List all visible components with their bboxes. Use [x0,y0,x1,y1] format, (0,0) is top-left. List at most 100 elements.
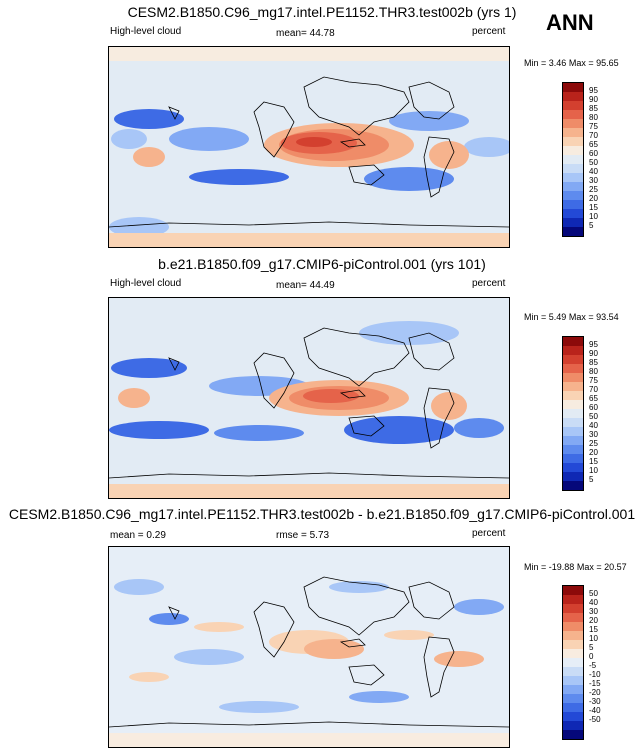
panel-2-variable: High-level cloud [110,278,182,289]
labelbar-tick-label: -30 [589,697,601,706]
labelbar-tick-label: 15 [589,625,598,634]
labelbar-swatch [563,373,583,382]
labelbar-tick-label: -20 [589,688,601,697]
labelbar-swatch [563,119,583,128]
labelbar-tick-label: 20 [589,448,598,457]
labelbar-swatch [563,454,583,463]
labelbar-swatch [563,631,583,640]
labelbar-tick-label: -40 [589,706,601,715]
panel-2-labelbar [562,336,584,491]
labelbar-swatch [563,182,583,191]
labelbar-tick-label: 50 [589,589,598,598]
panel-2-minmax: Min = 5.49 Max = 93.54 [524,312,619,322]
diff-positive-patch [304,639,364,659]
cloud-high-patch [118,388,150,408]
labelbar-tick-label: 70 [589,131,598,140]
labelbar-swatch [563,481,583,490]
labelbar-tick-label: 90 [589,95,598,104]
panel-1-mean: mean= 44.78 [276,28,335,39]
panel-1-map [108,46,510,248]
diff-positive-patch [384,630,434,640]
labelbar-swatch [563,110,583,119]
panel-3-min-label: Min = [524,562,547,572]
diff-positive-patch [434,651,484,667]
labelbar-swatch [563,649,583,658]
labelbar-swatch [563,427,583,436]
panel-1-labelbar [562,82,584,237]
labelbar-tick-label: -5 [589,661,597,670]
panel-2-min-label: Min = [524,312,547,322]
labelbar-swatch [563,712,583,721]
labelbar-swatch [563,640,583,649]
labelbar-tick-label: 70 [589,385,598,394]
cloud-high-patch [296,137,332,147]
labelbar-swatch [563,227,583,236]
cloud-low-patch [114,109,184,129]
panel-1-title: CESM2.B1850.C96_mg17.intel.PE1152.THR3.t… [127,4,517,20]
panel-2-title: b.e21.B1850.f09_g17.CMIP6-piControl.001 … [158,256,486,272]
labelbar-swatch [563,164,583,173]
panel-3-rmse-value: 5.73 [309,530,330,541]
labelbar-tick-label: 20 [589,194,598,203]
labelbar-tick-label: 80 [589,367,598,376]
diff-negative-patch [149,613,189,625]
labelbar-swatch [563,382,583,391]
labelbar-tick-label: -50 [589,715,601,724]
labelbar-tick-label: 65 [589,394,598,403]
labelbar-tick-label: -10 [589,670,601,679]
labelbar-swatch [563,676,583,685]
panel-2-mean-value: 44.49 [309,280,335,291]
cloud-low-patch [169,127,249,151]
labelbar-swatch [563,418,583,427]
panel-2-max-label: Max = [568,312,594,322]
labelbar-swatch [563,667,583,676]
labelbar-swatch [563,173,583,182]
cloud-high-patch [109,233,509,247]
labelbar-swatch [563,445,583,454]
diff-positive-patch [129,672,169,682]
labelbar-swatch [563,101,583,110]
labelbar-swatch [563,703,583,712]
cloud-high-patch [429,141,469,169]
labelbar-tick-label: 90 [589,349,598,358]
labelbar-tick-label: -15 [589,679,601,688]
labelbar-tick-label: 65 [589,140,598,149]
labelbar-swatch [563,128,583,137]
labelbar-tick-label: 30 [589,607,598,616]
diff-negative-patch [219,701,299,713]
labelbar-swatch [563,355,583,364]
cloud-high-patch [431,392,467,420]
labelbar-swatch [563,721,583,730]
labelbar-tick-label: 10 [589,466,598,475]
labelbar-tick-label: 85 [589,104,598,113]
season-label: ANN [546,10,594,35]
labelbar-tick-label: 50 [589,412,598,421]
coastlines [109,76,509,228]
labelbar-tick-label: 85 [589,358,598,367]
panel-3-map [108,546,510,748]
labelbar-swatch [563,622,583,631]
labelbar-swatch [563,146,583,155]
labelbar-tick-label: 30 [589,176,598,185]
cloud-low-patch [454,418,504,438]
labelbar-tick-label: 25 [589,185,598,194]
diff-negative-patch [174,649,244,665]
cloud-high-patch [109,47,509,61]
labelbar-tick-label: 40 [589,167,598,176]
labelbar-tick-label: 10 [589,212,598,221]
cloud-low-patch [364,167,454,191]
labelbar-tick-label: 95 [589,340,598,349]
labelbar-swatch [563,436,583,445]
labelbar-tick-label: 40 [589,598,598,607]
cloud-low-patch [464,137,509,157]
labelbar-tick-label: 75 [589,122,598,131]
panel-3-mean-label: mean = [110,530,144,541]
panel-2-units: percent [472,278,506,289]
labelbar-tick-label: 10 [589,634,598,643]
diff-negative-patch [114,579,164,595]
labelbar-tick-label: 60 [589,403,598,412]
labelbar-tick-label: 15 [589,203,598,212]
labelbar-swatch [563,83,583,92]
labelbar-swatch [563,92,583,101]
panel-1-max-label: Max = [568,58,594,68]
